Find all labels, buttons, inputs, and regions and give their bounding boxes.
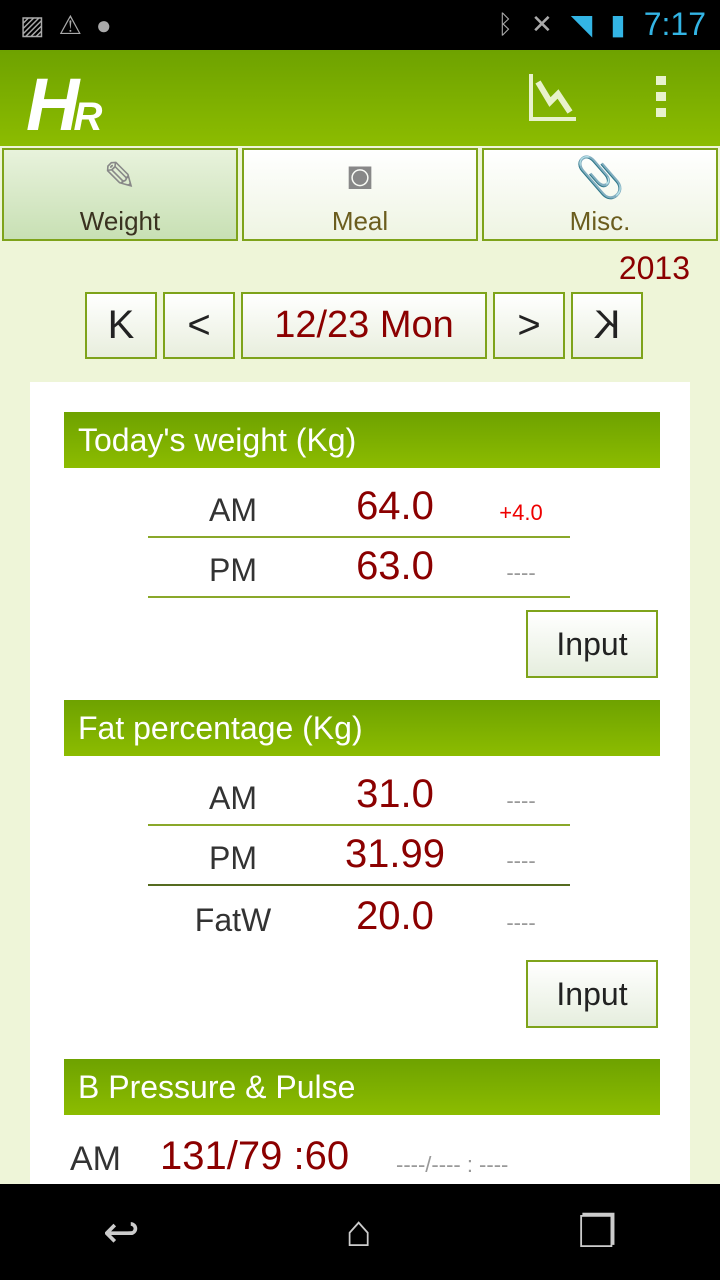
battery-charging-icon: ▮: [610, 9, 626, 40]
back-icon[interactable]: ↩: [102, 1207, 140, 1257]
home-icon[interactable]: ⌂: [345, 1207, 372, 1256]
chart-icon[interactable]: [528, 72, 578, 122]
bluetooth-icon: ᛒ: [497, 9, 513, 39]
year-label: 2013: [618, 250, 690, 286]
fat-row-fatw: FatW 20.0 ----: [194, 894, 536, 938]
clock: 7:17: [643, 6, 706, 42]
app-logo: HR: [26, 63, 102, 146]
tab-meal[interactable]: ◙ Meal: [242, 148, 478, 241]
weight-input-button[interactable]: Input: [526, 610, 658, 678]
fat-row-am: AM 31.0 ----: [148, 766, 570, 826]
warning-icon: ⚠: [58, 10, 82, 40]
pencil-icon: ✎: [103, 155, 137, 199]
mute-icon: ✕: [530, 9, 553, 39]
next-day-button[interactable]: >: [493, 292, 565, 359]
fat-row-pm: PM 31.99 ----: [148, 826, 570, 886]
recent-apps-icon[interactable]: ❐: [577, 1207, 618, 1257]
bp-am-value: 131/79 :60: [160, 1134, 350, 1178]
overflow-menu-icon[interactable]: [652, 72, 672, 122]
content-panel: Today's weight (Kg) AM 64.0 +4.0 PM 63.0 ---…: [30, 382, 690, 1192]
tab-weight[interactable]: ✎ Weight: [2, 148, 238, 241]
wifi-icon: ◥: [570, 9, 593, 40]
weight-row-am: AM 64.0 +4.0: [148, 478, 570, 538]
fat-header: Fat percentage (Kg): [64, 700, 660, 756]
image-icon: ▨: [20, 10, 45, 40]
app-bar: HR: [0, 50, 720, 146]
paperclip-icon: 📎: [575, 156, 625, 200]
last-day-button[interactable]: K: [571, 292, 643, 359]
bp-am-diff: ----/---- : ----: [396, 1152, 509, 1177]
weight-row-pm: PM 63.0 ----: [148, 538, 570, 598]
camera-icon: ◙: [347, 154, 373, 198]
date-button[interactable]: 12/23 Mon: [241, 292, 487, 359]
tab-bar: ✎ Weight ◙ Meal 📎 Misc.: [2, 148, 718, 241]
bp-am-label: AM: [70, 1140, 121, 1178]
android-icon: ●: [95, 10, 112, 40]
status-bar: ▨ ⚠ ● ᛒ ✕ ◥ ▮ 7:17: [0, 0, 720, 50]
tab-misc[interactable]: 📎 Misc.: [482, 148, 718, 241]
date-navigator: K < 12/23 Mon > K: [85, 292, 643, 359]
bp-header: B Pressure & Pulse: [64, 1059, 660, 1115]
weight-header: Today's weight (Kg): [64, 412, 660, 468]
navigation-bar: ↩ ⌂ ❐: [0, 1184, 720, 1280]
fat-input-button[interactable]: Input: [526, 960, 658, 1028]
first-day-button[interactable]: K: [85, 292, 157, 359]
prev-day-button[interactable]: <: [163, 292, 235, 359]
